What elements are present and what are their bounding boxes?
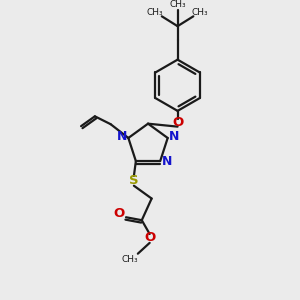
Text: CH₃: CH₃ xyxy=(169,0,186,9)
Text: N: N xyxy=(168,130,179,143)
Text: O: O xyxy=(172,116,183,129)
Text: O: O xyxy=(144,231,155,244)
Text: S: S xyxy=(129,174,139,187)
Text: CH₃: CH₃ xyxy=(192,8,208,17)
Text: N: N xyxy=(117,130,128,143)
Text: N: N xyxy=(162,154,172,168)
Text: O: O xyxy=(113,207,125,220)
Text: CH₃: CH₃ xyxy=(147,8,163,17)
Text: CH₃: CH₃ xyxy=(122,255,138,264)
